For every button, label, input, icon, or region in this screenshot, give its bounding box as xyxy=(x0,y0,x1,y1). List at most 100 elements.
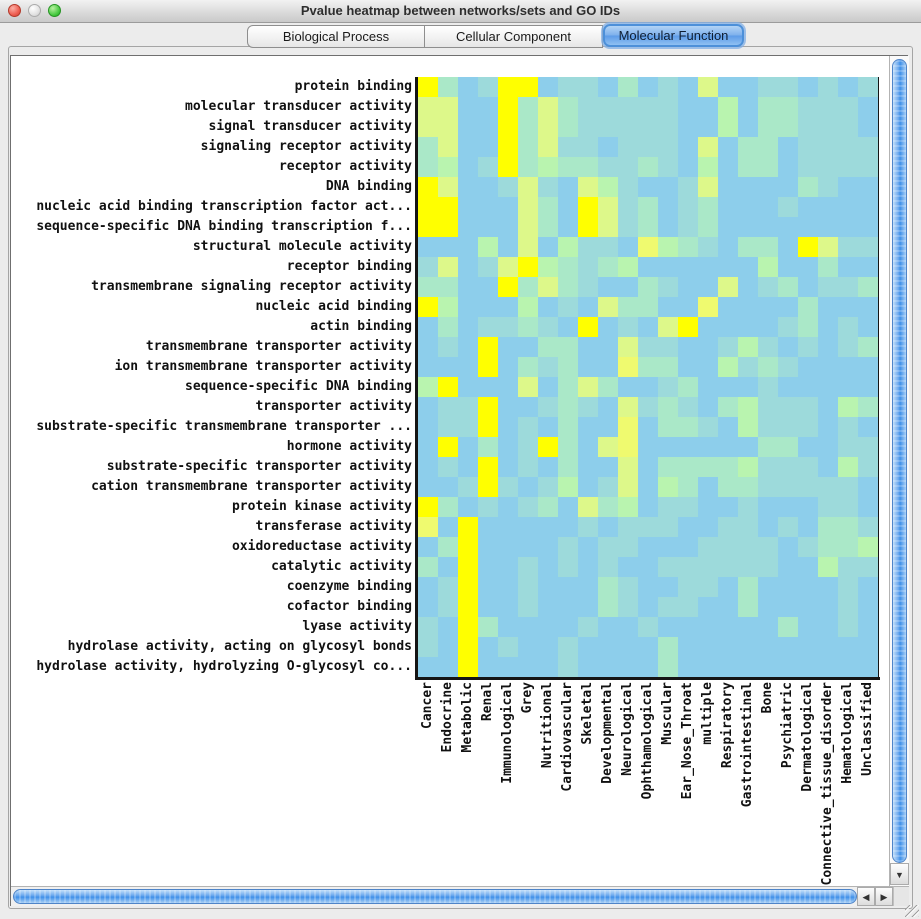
heatmap-cell xyxy=(538,577,558,597)
heatmap-cell xyxy=(558,97,578,117)
column-label: Muscular xyxy=(660,682,675,745)
row-label: structural molecule activity xyxy=(192,239,412,254)
heatmap-cell xyxy=(418,297,438,317)
heatmap-cell xyxy=(498,317,518,337)
heatmap-cell xyxy=(478,197,498,217)
heatmap-cell xyxy=(658,577,678,597)
heatmap-cell xyxy=(658,157,678,177)
heatmap-cell xyxy=(838,177,858,197)
heatmap-cell xyxy=(618,297,638,317)
resize-grip-icon[interactable] xyxy=(905,905,919,917)
horizontal-scrollbar-thumb[interactable] xyxy=(13,889,857,904)
heatmap-cell xyxy=(578,137,598,157)
scroll-down-button[interactable]: ▼ xyxy=(890,863,909,885)
heatmap-cell xyxy=(718,597,738,617)
heatmap-cell xyxy=(758,477,778,497)
heatmap-cell xyxy=(458,557,478,577)
heatmap-cell xyxy=(698,577,718,597)
heatmap-cell xyxy=(498,397,518,417)
scroll-left-button[interactable]: ◀ xyxy=(857,887,875,906)
heatmap-cell xyxy=(558,537,578,557)
heatmap-cell xyxy=(618,357,638,377)
heatmap-cell xyxy=(418,117,438,137)
heatmap-cell xyxy=(618,437,638,457)
heatmap-cell xyxy=(538,117,558,137)
heatmap-cell xyxy=(498,357,518,377)
heatmap-cell xyxy=(498,457,518,477)
heatmap-cell xyxy=(798,557,818,577)
heatmap-cell xyxy=(418,77,438,97)
heatmap-cell xyxy=(498,337,518,357)
heatmap-cell xyxy=(738,117,758,137)
tab-biological-process[interactable]: Biological Process xyxy=(247,25,425,48)
heatmap-cell xyxy=(778,157,798,177)
heatmap-cell xyxy=(818,557,838,577)
heatmap-cell xyxy=(578,97,598,117)
heatmap-cell xyxy=(698,317,718,337)
heatmap-cell xyxy=(598,257,618,277)
heatmap-cell xyxy=(638,517,658,537)
heatmap-cell xyxy=(618,97,638,117)
heatmap-cell xyxy=(578,357,598,377)
heatmap-cell xyxy=(598,637,618,657)
heatmap-cell xyxy=(758,337,778,357)
heatmap-cell xyxy=(558,637,578,657)
row-label: hydrolase activity, hydrolyzing O-glycos… xyxy=(36,659,412,674)
heatmap-cell xyxy=(678,357,698,377)
heatmap-cell xyxy=(738,317,758,337)
heatmap-cell xyxy=(738,197,758,217)
heatmap-cell xyxy=(638,97,658,117)
heatmap-cell xyxy=(418,157,438,177)
heatmap-cell xyxy=(778,297,798,317)
heatmap-cell xyxy=(678,77,698,97)
heatmap-cell xyxy=(798,277,818,297)
heatmap-cell xyxy=(858,237,878,257)
heatmap-cell xyxy=(598,297,618,317)
vertical-scrollbar-thumb[interactable] xyxy=(892,59,907,863)
heatmap-cell xyxy=(638,477,658,497)
heatmap-cell xyxy=(598,237,618,257)
heatmap-cell xyxy=(598,117,618,137)
scroll-right-button[interactable]: ▶ xyxy=(875,887,893,906)
heatmap-cell xyxy=(798,137,818,157)
close-window-icon[interactable] xyxy=(8,4,21,17)
heatmap-cell xyxy=(638,337,658,357)
heatmap-cell xyxy=(738,597,758,617)
heatmap-cell xyxy=(458,497,478,517)
title-bar[interactable]: Pvalue heatmap between networks/sets and… xyxy=(0,0,921,23)
tab-cellular-component[interactable]: Cellular Component xyxy=(425,25,603,48)
heatmap-cell xyxy=(758,97,778,117)
heatmap-cell xyxy=(798,537,818,557)
heatmap-cell xyxy=(558,517,578,537)
heatmap-cell xyxy=(518,577,538,597)
arrow-left-icon: ◀ xyxy=(862,892,870,902)
heatmap-cell xyxy=(818,97,838,117)
heatmap-cell xyxy=(498,497,518,517)
heatmap-cell xyxy=(638,117,658,137)
heatmap-cell xyxy=(778,397,798,417)
heatmap-cell xyxy=(818,497,838,517)
heatmap-cell xyxy=(498,197,518,217)
zoom-window-icon[interactable] xyxy=(48,4,61,17)
heatmap-cell xyxy=(738,637,758,657)
heatmap-cell xyxy=(638,137,658,157)
tab-molecular-function[interactable]: Molecular Function xyxy=(603,24,744,47)
heatmap-cell xyxy=(818,517,838,537)
heatmap-cell xyxy=(818,257,838,277)
heatmap-cell xyxy=(538,297,558,317)
heatmap-cell xyxy=(498,277,518,297)
heatmap-cell xyxy=(658,557,678,577)
heatmap-cell xyxy=(618,557,638,577)
heatmap-cell xyxy=(838,377,858,397)
heatmap-cell xyxy=(778,597,798,617)
minimize-window-icon[interactable] xyxy=(28,4,41,17)
heatmap-cell xyxy=(818,657,838,677)
column-label: Ophthamological xyxy=(640,682,655,800)
heatmap-cell xyxy=(718,537,738,557)
heatmap-cell xyxy=(498,577,518,597)
heatmap-cell xyxy=(498,637,518,657)
heatmap-cell xyxy=(458,257,478,277)
heatmap-cell xyxy=(438,637,458,657)
heatmap-cell xyxy=(718,377,738,397)
